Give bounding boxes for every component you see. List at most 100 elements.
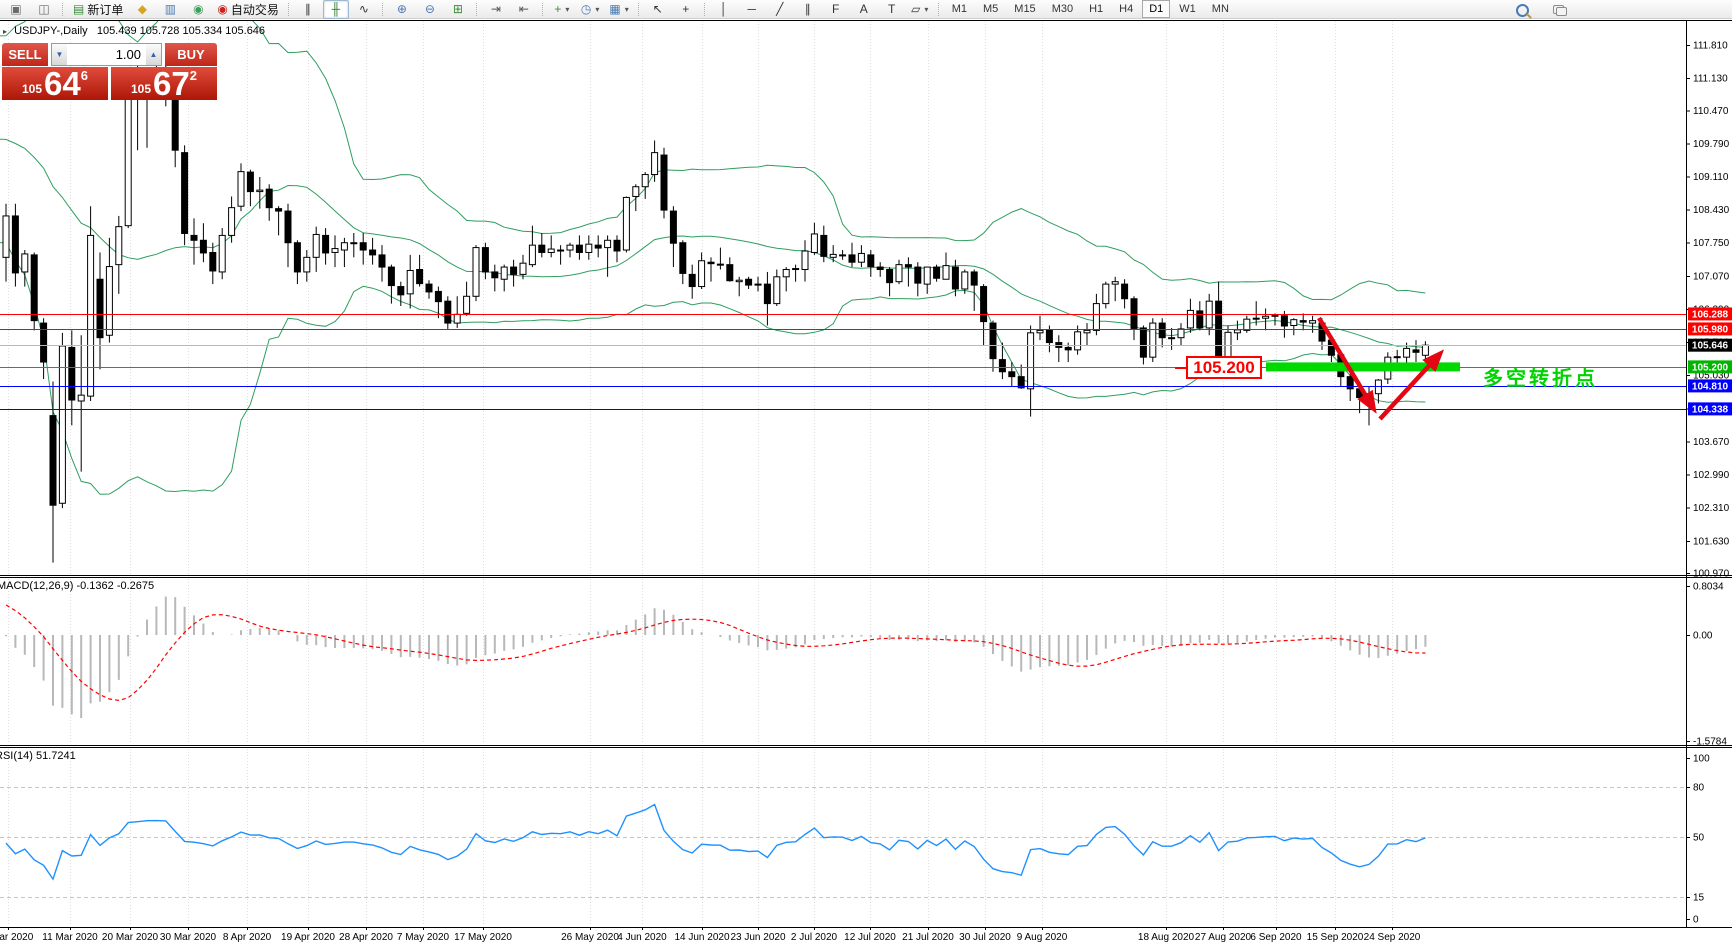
sell-price-main: 64	[44, 65, 81, 102]
candlestick-chart-icon: ╫	[331, 2, 341, 16]
profiles-button[interactable]: ◫	[31, 0, 57, 19]
zoom-in-button[interactable]: ⊕	[389, 0, 415, 19]
date-tick-label: 28 Apr 2020	[339, 932, 393, 943]
price-badge	[1688, 360, 1732, 374]
date-tick-label: 7 May 2020	[397, 932, 450, 943]
text-button[interactable]: A	[851, 0, 877, 19]
new-order-button[interactable]: ▤ 新订单	[69, 0, 127, 19]
buy-price-button[interactable]: 105 67 2	[111, 67, 217, 100]
date-tick-label: 23 Jun 2020	[730, 932, 785, 943]
indicators-button[interactable]: + ▾	[549, 0, 575, 19]
macd-tick-label: 0.8034	[1693, 582, 1724, 593]
autotrading-button[interactable]: ◉ 自动交易	[213, 0, 283, 19]
bar-chart-icon: ∥	[304, 2, 311, 16]
text-label-button[interactable]: T	[879, 0, 905, 19]
chat-button[interactable]	[1547, 1, 1573, 20]
indicators-icon: +	[554, 2, 562, 16]
tile-windows-button[interactable]: ⊞	[445, 0, 471, 19]
timeframe-d1-button[interactable]: D1	[1142, 0, 1171, 18]
templates-button[interactable]: ▦ ▾	[605, 0, 632, 19]
metaeditor-button[interactable]: ◆	[129, 0, 155, 19]
templates-icon: ▦	[609, 2, 621, 16]
timeframe-mn-button[interactable]: MN	[1211, 3, 1229, 15]
symbol-title: USDJPY-,Daily	[14, 25, 88, 37]
sell-price-button[interactable]: 105 64 6	[2, 67, 108, 100]
price-tick-label: 102.990	[1693, 470, 1730, 481]
date-tick-label: 2 Mar 2020	[0, 932, 34, 943]
toolbar-separator	[541, 2, 544, 16]
auto-scroll-button[interactable]: ⇥	[483, 0, 509, 19]
terminal-button[interactable]: ▥	[157, 0, 183, 19]
horizontal-line-button[interactable]: ─	[739, 0, 765, 19]
equidistant-channel-button[interactable]: ∥	[795, 0, 821, 19]
price-tick-label: 111.810	[1693, 41, 1728, 52]
rsi-line	[5, 803, 1426, 881]
timeframe-h4-button[interactable]: H4	[1119, 3, 1134, 15]
buy-price-pip: 2	[189, 68, 197, 83]
timeframe-h1-button[interactable]: H1	[1089, 3, 1104, 15]
trend-arrow-up	[1378, 349, 1445, 421]
volume-decrease-button[interactable]: ▼	[52, 44, 67, 65]
volume-increase-button[interactable]: ▲	[146, 44, 161, 65]
price-badge	[1688, 322, 1732, 336]
macd-tick-label: -1.5784	[1693, 737, 1727, 748]
price-tick-label: 103.670	[1693, 437, 1730, 448]
shapes-icon: ▱	[911, 2, 921, 16]
news-button[interactable]: ◉	[185, 0, 211, 19]
new-order-icon: ▤	[73, 2, 85, 16]
price-tick-label: 107.750	[1693, 238, 1730, 249]
price-tick-label: 101.630	[1693, 536, 1730, 547]
price-badge-label: 104.338	[1692, 404, 1729, 415]
profiles-icon: ◫	[38, 2, 50, 16]
toolbar-separator	[62, 2, 64, 16]
chart-window-icon: ▣	[10, 2, 22, 16]
zoom-in-icon: ⊕	[396, 2, 407, 16]
candlestick-chart-button[interactable]: ╫	[322, 0, 349, 19]
symbol-marker-icon: ▸	[3, 27, 8, 36]
volume-control: ▼ 1.00 ▲	[51, 43, 162, 66]
date-tick-label: 21 Jul 2020	[902, 932, 954, 943]
trendline-icon: ╱	[776, 2, 784, 16]
metaeditor-icon: ◆	[137, 2, 147, 16]
trendline-button[interactable]: ╱	[767, 0, 793, 19]
shapes-button[interactable]: ▱ ▾	[907, 0, 933, 19]
price-tick-label: 111.130	[1693, 74, 1728, 85]
timeframe-m15-button[interactable]: M15	[1014, 3, 1036, 15]
price-badge-label: 105.646	[1692, 341, 1729, 352]
price-level-annotation[interactable]: 105.200	[1175, 356, 1262, 379]
search-icon	[1515, 4, 1529, 17]
zoom-out-button[interactable]: ⊖	[417, 0, 443, 19]
crosshair-button[interactable]: +	[673, 0, 699, 19]
cursor-button[interactable]: ↖	[645, 0, 671, 19]
timeframe-m30-button[interactable]: M30	[1051, 3, 1074, 15]
chart-window-button[interactable]: ▣	[3, 0, 29, 19]
macd-indicator-label: MACD(12,26,9) -0.1362 -0.2675	[0, 580, 155, 592]
rsi-tick-label: 100	[1693, 754, 1710, 765]
date-tick-label: 6 Sep 2020	[1250, 932, 1302, 943]
vertical-line-button[interactable]: │	[711, 0, 737, 19]
toolbar-separator	[381, 2, 384, 16]
turning-point-note[interactable]: 多空转折点	[1483, 368, 1598, 390]
line-chart-button[interactable]: ∿	[351, 0, 377, 19]
sell-button[interactable]: SELL	[2, 43, 48, 66]
fibonacci-button[interactable]: F	[823, 0, 849, 19]
chart-shift-button[interactable]: ⇤	[511, 0, 537, 19]
timeframe-w1-button[interactable]: W1	[1179, 3, 1196, 15]
cursor-icon: ↖	[652, 2, 663, 16]
periods-button[interactable]: ◷ ▾	[577, 0, 604, 19]
timeframe-m5-button[interactable]: M5	[983, 3, 999, 15]
search-button[interactable]	[1509, 1, 1535, 20]
sell-price-prefix: 105	[22, 82, 43, 96]
price-tick-label: 110.470	[1693, 106, 1729, 117]
volume-input[interactable]: 1.00	[67, 44, 146, 65]
buy-button[interactable]: BUY	[165, 43, 217, 66]
timeframe-m1-button[interactable]: M1	[951, 3, 967, 15]
price-tick-label: 107.070	[1693, 271, 1730, 282]
toolbar-separator	[703, 2, 706, 16]
bar-chart-button[interactable]: ∥	[295, 0, 321, 19]
date-tick-label: 4 Jun 2020	[617, 932, 667, 943]
chevron-down-icon: ▾	[624, 4, 629, 14]
price-badge-label: 105.980	[1692, 324, 1729, 335]
chevron-down-icon: ▾	[565, 4, 570, 14]
